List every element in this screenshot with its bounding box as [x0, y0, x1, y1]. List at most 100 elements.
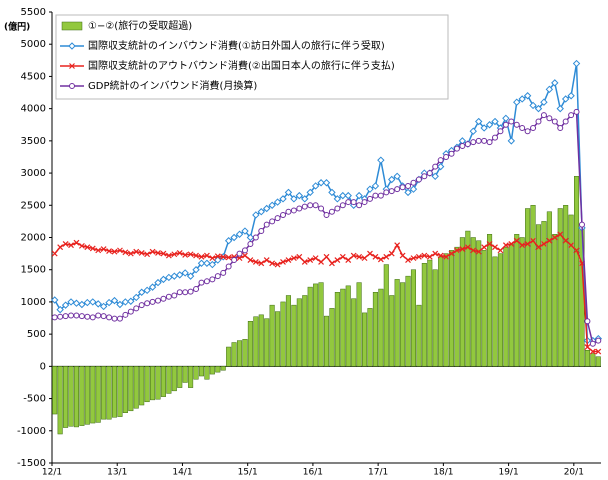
point — [578, 221, 585, 228]
point — [84, 313, 91, 320]
point — [475, 248, 482, 255]
point — [220, 269, 227, 276]
bar — [552, 234, 558, 367]
point — [89, 314, 96, 321]
point — [149, 298, 156, 305]
bar — [177, 366, 183, 388]
bar — [122, 366, 128, 413]
point — [106, 314, 113, 321]
bar — [68, 366, 74, 427]
point — [572, 59, 581, 68]
bar — [389, 295, 395, 367]
point — [307, 257, 314, 263]
point — [285, 208, 292, 215]
point — [497, 247, 504, 254]
bar — [535, 224, 542, 367]
point — [405, 257, 411, 263]
point — [492, 244, 498, 251]
point — [257, 208, 265, 216]
y-tick-label: 1500 — [21, 265, 46, 276]
point — [329, 260, 335, 267]
point — [186, 272, 195, 280]
point — [535, 244, 542, 251]
point — [481, 137, 488, 144]
point — [95, 312, 102, 319]
point — [410, 179, 417, 186]
point — [127, 308, 134, 315]
bar — [117, 366, 123, 417]
y-tick-label: -1000 — [17, 426, 46, 437]
point — [176, 289, 183, 296]
bar — [236, 340, 243, 367]
point — [355, 191, 363, 200]
bar — [334, 292, 340, 367]
point — [356, 202, 363, 209]
point — [562, 118, 569, 125]
point — [73, 312, 80, 319]
bar — [84, 366, 90, 425]
point — [311, 182, 320, 190]
point — [459, 246, 466, 253]
point — [507, 137, 516, 145]
bar — [144, 366, 150, 403]
bar — [139, 366, 145, 406]
point — [149, 248, 156, 255]
bar — [313, 283, 319, 367]
point — [301, 259, 308, 265]
point — [345, 257, 352, 263]
bar — [340, 288, 346, 367]
point — [290, 195, 298, 203]
point — [110, 296, 119, 305]
point — [51, 296, 59, 304]
bar — [519, 237, 525, 367]
point — [409, 185, 418, 193]
point — [421, 173, 428, 180]
bar — [427, 259, 433, 367]
point — [301, 195, 309, 203]
point — [491, 117, 499, 126]
bar — [106, 366, 112, 420]
legend-box — [55, 14, 449, 100]
bar — [470, 237, 476, 367]
point — [508, 241, 515, 247]
point — [470, 139, 477, 146]
point — [203, 278, 210, 285]
point — [534, 104, 543, 113]
point — [367, 250, 373, 257]
point — [133, 305, 140, 312]
point — [535, 118, 542, 125]
bar — [481, 250, 487, 367]
point — [144, 251, 151, 258]
point — [51, 250, 58, 257]
point — [100, 246, 107, 253]
point — [193, 286, 200, 293]
point — [160, 295, 167, 302]
point — [502, 121, 509, 128]
point — [67, 298, 75, 306]
point — [122, 311, 129, 318]
point — [394, 242, 401, 249]
bar — [546, 211, 552, 367]
point — [51, 314, 58, 321]
point — [258, 260, 265, 267]
bar — [487, 234, 493, 367]
point — [144, 300, 151, 307]
point — [132, 293, 140, 302]
point — [176, 271, 184, 279]
point — [524, 128, 531, 135]
bar — [269, 304, 275, 367]
point — [209, 276, 216, 283]
bar — [400, 282, 406, 367]
point — [117, 247, 123, 254]
point — [561, 95, 570, 103]
point — [530, 124, 537, 131]
legend-label: 国際収支統計のアウトバウンド消費(②出国日本人の旅行に伴う支払) — [88, 59, 395, 72]
point — [214, 253, 221, 260]
bar — [351, 298, 357, 367]
point — [339, 253, 346, 260]
point — [334, 205, 341, 212]
point — [306, 188, 314, 197]
point — [231, 257, 238, 264]
point — [454, 247, 460, 254]
